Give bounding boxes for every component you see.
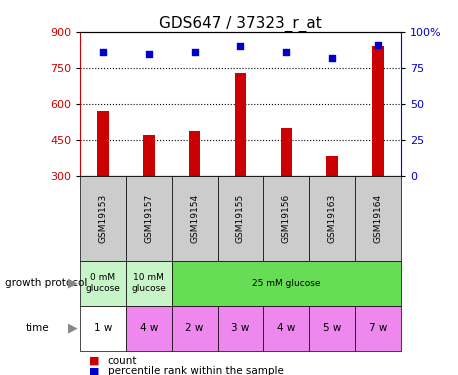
Text: GSM19156: GSM19156: [282, 194, 291, 243]
Bar: [143, 135, 154, 249]
Text: 4 w: 4 w: [140, 323, 158, 333]
Text: growth protocol: growth protocol: [5, 278, 87, 288]
Text: 4 w: 4 w: [277, 323, 295, 333]
Bar: [189, 130, 200, 249]
Text: ▶: ▶: [68, 277, 78, 290]
Bar: [234, 73, 246, 249]
Text: 7 w: 7 w: [369, 323, 387, 333]
Point: [191, 49, 198, 55]
Title: GDS647 / 37323_r_at: GDS647 / 37323_r_at: [159, 16, 322, 32]
Text: 5 w: 5 w: [323, 323, 341, 333]
Text: 25 mM glucose: 25 mM glucose: [252, 279, 321, 288]
Text: 3 w: 3 w: [231, 323, 250, 333]
Text: percentile rank within the sample: percentile rank within the sample: [108, 366, 284, 375]
Bar: [326, 156, 338, 249]
Text: GSM19157: GSM19157: [144, 194, 153, 243]
Text: GSM19153: GSM19153: [98, 194, 108, 243]
Bar: [372, 46, 383, 249]
Point: [283, 49, 290, 55]
Point: [145, 51, 153, 57]
Text: ■: ■: [89, 356, 100, 366]
Text: 0 mM
glucose: 0 mM glucose: [86, 273, 120, 293]
Point: [374, 42, 382, 48]
Bar: [280, 128, 292, 249]
Text: ▶: ▶: [68, 322, 78, 334]
Text: 1 w: 1 w: [94, 323, 112, 333]
Text: ■: ■: [89, 366, 100, 375]
Text: GSM19163: GSM19163: [327, 194, 337, 243]
Point: [237, 44, 244, 50]
Text: 2 w: 2 w: [185, 323, 204, 333]
Text: GSM19164: GSM19164: [373, 194, 382, 243]
Point: [328, 55, 336, 61]
Bar: [97, 111, 109, 249]
Text: GSM19154: GSM19154: [190, 194, 199, 243]
Point: [99, 49, 107, 55]
Text: count: count: [108, 356, 137, 366]
Text: GSM19155: GSM19155: [236, 194, 245, 243]
Text: time: time: [25, 323, 49, 333]
Text: 10 mM
glucose: 10 mM glucose: [131, 273, 166, 293]
